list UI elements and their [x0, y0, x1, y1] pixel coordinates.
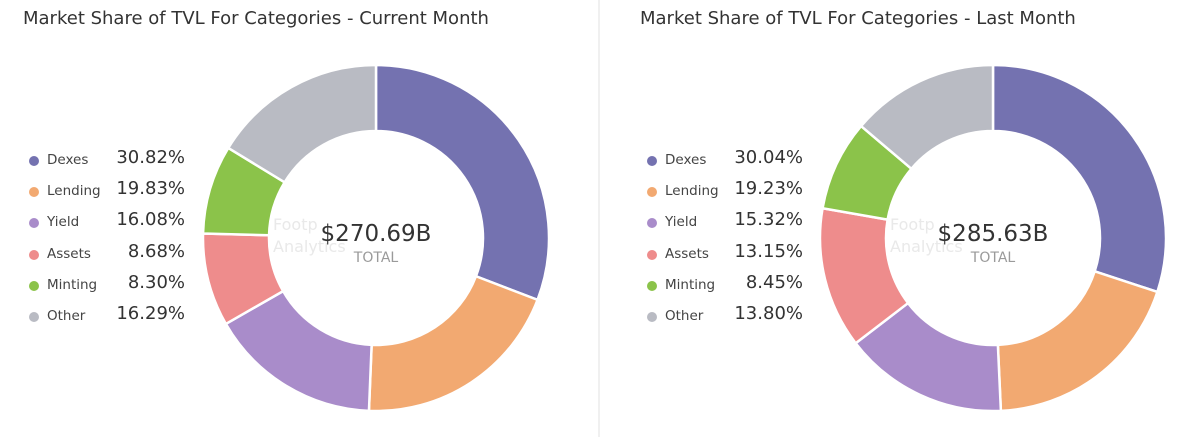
legend-item-yield[interactable]: Yield 15.32% [647, 208, 817, 239]
chart-legend: Dexes 30.04% Lending 19.23% Yield 15.32% Asset… [647, 146, 817, 333]
slice-lending[interactable] [996, 269, 1159, 413]
watermark-text: Footp [273, 215, 318, 234]
legend-swatch [647, 156, 657, 166]
legend-label: Minting [665, 276, 716, 293]
legend-value: 8.30% [127, 271, 185, 293]
legend-swatch [29, 280, 39, 291]
legend-swatch [647, 311, 657, 322]
total-value: $285.63B [938, 221, 1049, 247]
legend-item-yield[interactable]: Yield 16.08% [29, 208, 199, 239]
legend-value: 30.04% [734, 147, 803, 168]
legend-value: 19.83% [116, 178, 185, 200]
slice-lending[interactable] [367, 274, 540, 413]
donut-chart: Footp Analytics$270.69B TOTAL [201, 63, 551, 413]
last-month-panel: Market Share of TVL For Categories - Las… [602, 0, 1198, 437]
legend-value: 13.80% [734, 302, 803, 324]
slice-dexes[interactable] [374, 63, 551, 302]
legend-swatch [647, 218, 657, 229]
legend-value: 19.23% [734, 178, 803, 200]
legend-label: Lending [47, 183, 101, 200]
total-label: TOTAL [353, 250, 399, 266]
legend-label: Lending [665, 183, 719, 200]
chart-legend: Dexes 30.82% Lending 19.83% Yield 16.08% Asset… [29, 146, 199, 333]
legend-label: Other [665, 307, 704, 324]
legend-label: Dexes [47, 152, 89, 168]
legend-value: 13.15% [734, 240, 803, 262]
legend-label: Minting [47, 276, 98, 293]
chart-title: Market Share of TVL For Categories - Cur… [23, 8, 489, 29]
slice-other[interactable] [226, 63, 378, 185]
total-value: $270.69B [321, 221, 432, 247]
legend-item-lending[interactable]: Lending 19.83% [29, 177, 199, 208]
legend-label: Dexes [665, 152, 707, 168]
legend-label: Other [47, 307, 86, 324]
legend-value: 8.68% [127, 240, 185, 262]
legend-item-assets[interactable]: Assets 8.68% [29, 240, 199, 271]
legend-value: 16.29% [116, 302, 185, 324]
legend-swatch [29, 311, 39, 322]
legend-label: Yield [665, 214, 698, 231]
legend-swatch [29, 249, 39, 260]
legend-swatch [647, 280, 657, 291]
legend-swatch [647, 187, 657, 198]
legend-swatch [29, 187, 39, 198]
legend-swatch [29, 156, 39, 166]
legend-item-other[interactable]: Other 13.80% [647, 302, 817, 333]
watermark-text: Analytics [890, 237, 963, 256]
legend-item-dexes[interactable]: Dexes 30.82% [29, 146, 199, 177]
legend-swatch [647, 249, 657, 260]
slice-dexes[interactable] [991, 63, 1168, 294]
panel-divider [598, 0, 600, 437]
legend-label: Yield [47, 214, 80, 231]
slice-other[interactable] [859, 63, 995, 171]
legend-label: Assets [665, 245, 709, 262]
legend-value: 8.45% [745, 271, 803, 293]
total-label: TOTAL [970, 250, 1016, 266]
watermark-text: Analytics [273, 237, 346, 256]
legend-item-dexes[interactable]: Dexes 30.04% [647, 146, 817, 177]
chart-title: Market Share of TVL For Categories - Las… [640, 8, 1076, 29]
legend-value: 30.82% [116, 147, 185, 168]
legend-item-minting[interactable]: Minting 8.45% [647, 271, 817, 302]
legend-item-minting[interactable]: Minting 8.30% [29, 271, 199, 302]
donut-chart: Footp Analytics$285.63B TOTAL [818, 63, 1168, 413]
current-month-panel: Market Share of TVL For Categories - Cur… [0, 0, 596, 437]
legend-swatch [29, 218, 39, 229]
legend-item-other[interactable]: Other 16.29% [29, 302, 199, 333]
legend-item-assets[interactable]: Assets 13.15% [647, 240, 817, 271]
legend-value: 15.32% [734, 209, 803, 231]
legend-value: 16.08% [116, 209, 185, 231]
watermark-text: Footp [890, 215, 935, 234]
legend-item-lending[interactable]: Lending 19.23% [647, 177, 817, 208]
legend-label: Assets [47, 245, 91, 262]
